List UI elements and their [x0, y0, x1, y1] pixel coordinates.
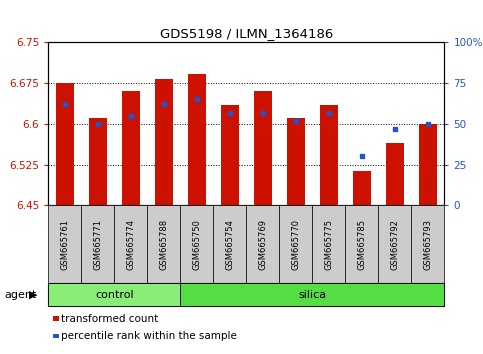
Bar [254, 91, 272, 205]
Text: GSM665788: GSM665788 [159, 219, 168, 270]
Bar [155, 79, 173, 205]
Text: ▶: ▶ [28, 290, 37, 300]
Text: GSM665792: GSM665792 [390, 219, 399, 270]
Bar [287, 119, 305, 205]
Text: GSM665775: GSM665775 [325, 219, 333, 270]
Text: silica: silica [298, 290, 327, 300]
Text: GSM665774: GSM665774 [127, 219, 135, 270]
Text: percentile rank within the sample: percentile rank within the sample [61, 331, 237, 341]
Bar [419, 124, 437, 205]
Bar [320, 105, 338, 205]
Text: control: control [95, 290, 134, 300]
Bar [386, 143, 404, 205]
Text: GSM665785: GSM665785 [357, 219, 366, 270]
Bar [89, 119, 107, 205]
Text: GSM665771: GSM665771 [93, 219, 102, 270]
Text: GSM665770: GSM665770 [291, 219, 300, 270]
Text: agent: agent [5, 290, 37, 300]
Text: GSM665769: GSM665769 [258, 219, 267, 270]
Text: GSM665761: GSM665761 [60, 219, 69, 270]
Bar [56, 83, 74, 205]
Bar [122, 91, 140, 205]
Bar [221, 105, 239, 205]
Text: GSM665793: GSM665793 [424, 219, 432, 270]
Text: transformed count: transformed count [61, 314, 158, 324]
Bar [188, 74, 206, 205]
Text: GSM665754: GSM665754 [226, 219, 234, 270]
Text: GSM665750: GSM665750 [192, 219, 201, 270]
Title: GDS5198 / ILMN_1364186: GDS5198 / ILMN_1364186 [160, 27, 333, 40]
Bar [353, 171, 371, 205]
